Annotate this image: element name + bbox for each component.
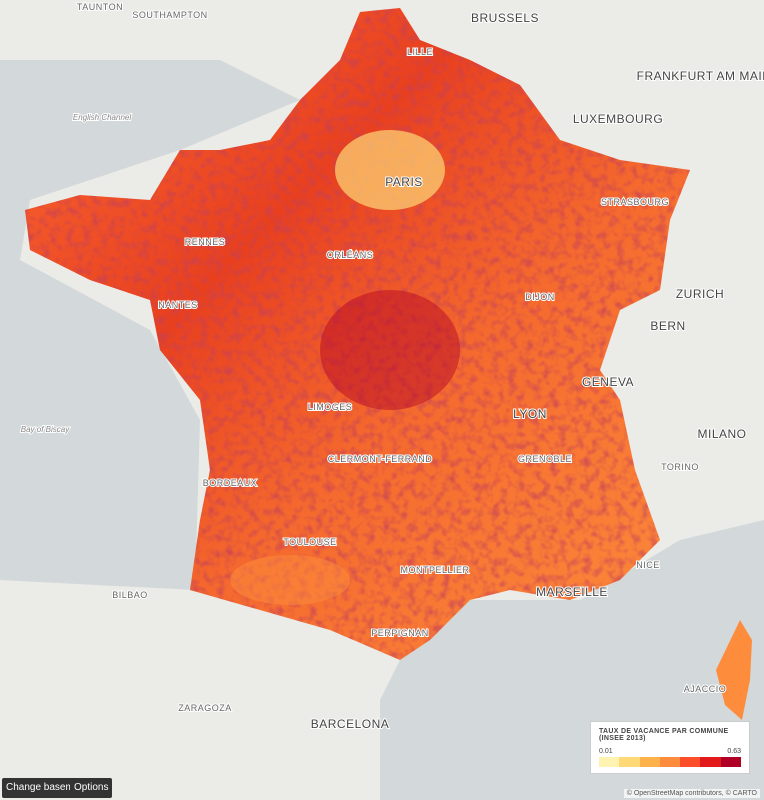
place-label: SOUTHAMPTON xyxy=(132,10,207,20)
place-label: ORLÉANS xyxy=(327,250,374,260)
place-label: MILANO xyxy=(697,427,746,441)
place-label: NICE xyxy=(636,560,660,570)
place-label: GENEVA xyxy=(582,375,634,389)
place-label: CLERMONT-FERRAND xyxy=(328,454,433,464)
place-label: BARCELONA xyxy=(311,717,390,731)
place-label: NANTES xyxy=(158,300,198,310)
place-label: BILBAO xyxy=(112,590,148,600)
france-texture xyxy=(25,8,690,660)
place-label: BERN xyxy=(650,319,685,333)
place-label: TOULOUSE xyxy=(283,537,336,547)
legend-swatch xyxy=(619,757,640,767)
place-label: LUXEMBOURG xyxy=(573,112,663,126)
place-label: ZURICH xyxy=(676,287,724,301)
place-label: DIJON xyxy=(525,292,555,302)
legend-max: 0.63 xyxy=(727,748,741,755)
legend-swatch xyxy=(599,757,620,767)
place-label: ZARAGOZA xyxy=(178,703,232,713)
legend: TAUX DE VACANCE PAR COMMUNE (INSEE 2013)… xyxy=(590,721,750,774)
water-label: English Channel xyxy=(73,113,131,122)
legend-min: 0.01 xyxy=(599,748,613,755)
legend-swatch xyxy=(659,757,681,767)
low-vacancy-area xyxy=(230,555,350,605)
legend-scale xyxy=(599,757,741,767)
place-label: PARIS xyxy=(385,175,423,189)
place-label: PERPIGNAN xyxy=(371,628,429,638)
place-label: BORDEAUX xyxy=(203,478,258,488)
low-vacancy-area xyxy=(335,130,445,210)
legend-swatch xyxy=(700,757,721,767)
legend-title: TAUX DE VACANCE PAR COMMUNE (INSEE 2013) xyxy=(599,728,729,742)
place-label: AJACCIO xyxy=(684,684,727,694)
place-label: STRASBOURG xyxy=(601,197,669,207)
corsica xyxy=(716,620,752,720)
attribution: © OpenStreetMap contributors, © CARTO xyxy=(623,789,760,798)
change-basemap-button[interactable]: Change basemap xyxy=(2,778,89,798)
place-label: GRENOBLE xyxy=(518,454,572,464)
water-label: Bay of Biscay xyxy=(21,425,70,434)
high-vacancy-area xyxy=(320,290,460,410)
legend-swatch xyxy=(720,757,741,767)
place-label: LIMOGES xyxy=(308,402,353,412)
options-button[interactable]: Options xyxy=(70,778,113,798)
legend-swatch xyxy=(639,757,660,767)
place-label: TAUNTON xyxy=(77,2,123,12)
place-label: RENNES xyxy=(185,237,226,247)
place-label: MARSEILLE xyxy=(536,585,608,599)
place-label: BRUSSELS xyxy=(471,11,539,25)
legend-swatch xyxy=(680,757,701,767)
place-label: LYON xyxy=(513,407,547,421)
place-label: LILLE xyxy=(407,47,433,57)
place-label: FRANKFURT AM MAIN xyxy=(637,69,764,83)
place-label: MONTPELLIER xyxy=(400,565,469,575)
sea-atlantic xyxy=(0,60,300,590)
place-label: TORINO xyxy=(661,462,699,472)
